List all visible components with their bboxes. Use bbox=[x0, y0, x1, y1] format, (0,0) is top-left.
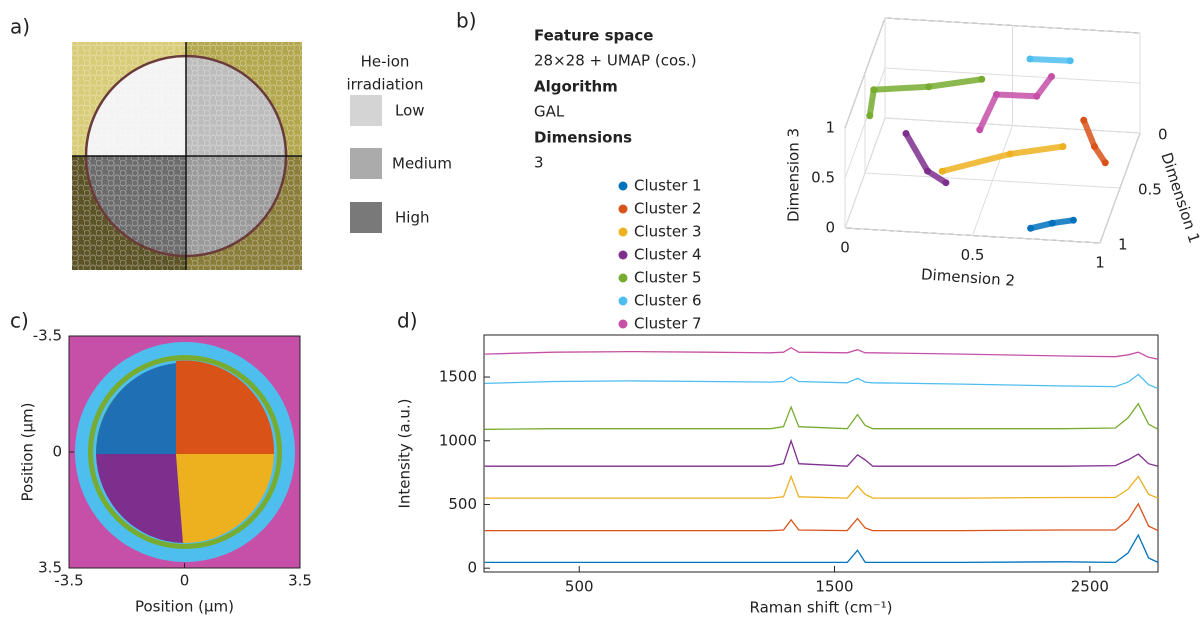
cluster-point bbox=[1101, 159, 1109, 167]
cluster-point bbox=[1091, 143, 1098, 150]
grid-line bbox=[884, 117, 1141, 134]
y-tick-label: 0 bbox=[840, 239, 850, 257]
cluster-trace bbox=[1080, 117, 1109, 166]
irradiation-illustration bbox=[72, 42, 382, 270]
cluster-point bbox=[1069, 216, 1077, 224]
panel-label: c) bbox=[10, 309, 29, 333]
legend-label: Cluster 3 bbox=[634, 223, 702, 241]
spectrum-line bbox=[484, 474, 1159, 499]
info-heading: Algorithm bbox=[534, 78, 618, 96]
x-tick-label: 500 bbox=[565, 578, 594, 596]
y-tick-label: -3.5 bbox=[33, 327, 62, 345]
legend-title: He-ion bbox=[361, 53, 410, 71]
x-tick-label: 2500 bbox=[1071, 578, 1109, 596]
y-tick-label: 500 bbox=[448, 495, 477, 513]
x-tick-label: 0 bbox=[180, 572, 190, 590]
cluster-point bbox=[1048, 219, 1056, 227]
legend-marker bbox=[618, 273, 628, 283]
cluster-point bbox=[993, 91, 1000, 98]
grid-line bbox=[844, 227, 1101, 244]
cluster-point bbox=[978, 75, 986, 83]
info-heading: Feature space bbox=[534, 27, 653, 45]
x-tick-label: 0.5 bbox=[1138, 181, 1162, 199]
legend-marker bbox=[618, 181, 628, 191]
legend-label: Cluster 1 bbox=[634, 177, 702, 195]
y-axis-label: Position (μm) bbox=[19, 402, 37, 501]
x-tick-label: -3.5 bbox=[54, 572, 83, 590]
legend-label: Low bbox=[395, 102, 425, 120]
cluster-point bbox=[1080, 116, 1088, 124]
cluster-trace bbox=[976, 73, 1055, 133]
grid-line bbox=[864, 172, 1121, 189]
info-text: 28×28 + UMAP (cos.) bbox=[534, 52, 697, 70]
x-tick-label: 3.5 bbox=[288, 572, 312, 590]
legend-marker bbox=[618, 204, 628, 214]
legend-label: Medium bbox=[392, 155, 452, 173]
cluster-point bbox=[976, 126, 984, 134]
legend-label: Cluster 4 bbox=[634, 246, 702, 264]
cluster-point bbox=[942, 179, 950, 187]
info-text: GAL bbox=[534, 103, 565, 121]
z-axis-label: Dimension 3 bbox=[785, 128, 803, 222]
info-heading: Dimensions bbox=[534, 129, 632, 147]
spectrum-line bbox=[484, 402, 1159, 430]
y-tick-label: 1500 bbox=[439, 368, 477, 386]
panel-label: a) bbox=[10, 15, 30, 39]
legend-marker bbox=[618, 227, 628, 237]
cluster-point bbox=[866, 112, 874, 120]
z-tick-label: 0.5 bbox=[811, 169, 835, 187]
cluster-trace bbox=[939, 143, 1066, 175]
legend-label: Cluster 7 bbox=[634, 315, 702, 333]
y-tick-label: 0 bbox=[467, 559, 477, 577]
x-axis-label: Position (μm) bbox=[135, 598, 234, 616]
legend-label: High bbox=[395, 209, 429, 227]
y-tick-label: 0 bbox=[52, 443, 62, 461]
z-tick-label: 1 bbox=[825, 119, 835, 137]
legend-label: Cluster 6 bbox=[634, 292, 702, 310]
plot-frame bbox=[483, 334, 1159, 573]
cluster-trace bbox=[866, 76, 985, 119]
y-tick-label: 1000 bbox=[439, 431, 477, 449]
cluster-map bbox=[68, 335, 301, 569]
cluster-trace bbox=[1027, 56, 1074, 64]
spectrum-line bbox=[484, 502, 1159, 532]
x-tick-label: 1 bbox=[1118, 236, 1128, 254]
cluster-point bbox=[925, 83, 933, 91]
y-axis-label: Intensity (a.u.) bbox=[396, 399, 414, 509]
legend-marker bbox=[618, 319, 628, 329]
panel-label: d) bbox=[397, 309, 418, 333]
cluster-point bbox=[1066, 57, 1074, 65]
cluster-point bbox=[924, 167, 931, 175]
info-text: 3 bbox=[534, 154, 544, 172]
x-axis-label: Raman shift (cm⁻¹) bbox=[749, 599, 892, 617]
spectrum-line bbox=[484, 346, 1159, 360]
z-tick-label: 0 bbox=[825, 219, 835, 237]
cluster-point bbox=[1026, 55, 1034, 63]
cluster-point bbox=[870, 86, 878, 94]
cluster-point bbox=[1033, 92, 1041, 100]
cluster-point bbox=[1048, 73, 1055, 80]
spectrum-line bbox=[484, 533, 1159, 564]
y-tick-label: 3.5 bbox=[38, 559, 62, 577]
cluster-point bbox=[938, 167, 946, 175]
legend-title: irradiation bbox=[346, 76, 423, 94]
legend-label: Cluster 5 bbox=[634, 269, 702, 287]
cluster-point bbox=[1059, 143, 1067, 150]
spectrum-line bbox=[484, 438, 1159, 467]
legend-marker bbox=[618, 250, 628, 260]
x-tick-label: 1500 bbox=[815, 578, 853, 596]
y-tick-label: 1 bbox=[1095, 254, 1105, 272]
spectrum-line bbox=[484, 373, 1159, 390]
panel-label: b) bbox=[456, 9, 477, 33]
y-axis-label: Dimension 2 bbox=[920, 265, 1015, 290]
x-axis-label: Dimension 1 bbox=[1157, 150, 1203, 245]
cluster-point bbox=[1027, 224, 1035, 232]
y-tick-label: 0.5 bbox=[961, 246, 985, 264]
cluster-point bbox=[902, 130, 910, 137]
legend-label: Cluster 2 bbox=[634, 200, 702, 218]
x-tick-label: 0 bbox=[1158, 126, 1168, 144]
legend-marker bbox=[618, 296, 628, 306]
cluster-point bbox=[1006, 150, 1014, 158]
